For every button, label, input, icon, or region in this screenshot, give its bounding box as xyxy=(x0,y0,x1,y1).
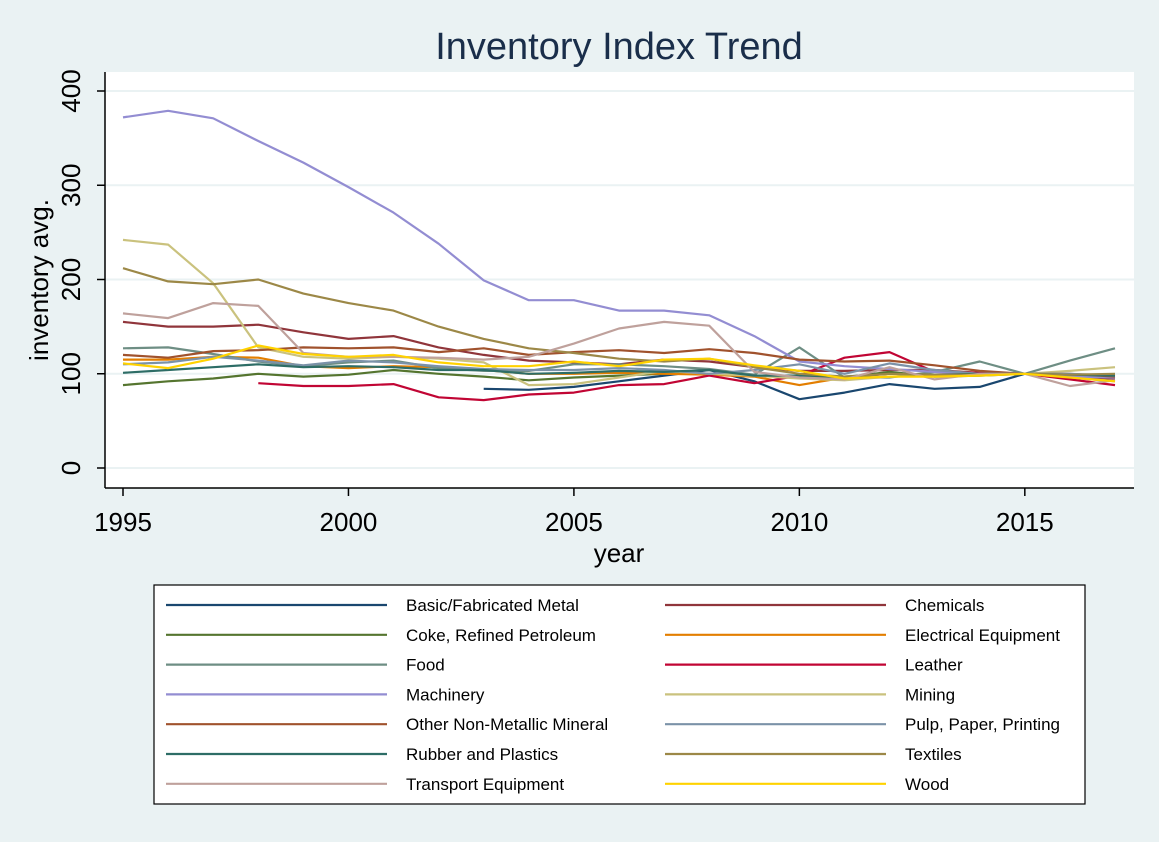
chart-title: Inventory Index Trend xyxy=(435,26,803,68)
legend-label-textiles: Textiles xyxy=(905,745,962,764)
legend-label-wood: Wood xyxy=(905,775,949,794)
legend: Basic/Fabricated Metal Chemicals Coke, Ref… xyxy=(166,596,1060,794)
series-line-transport-equipment xyxy=(122,302,1116,388)
x-tick-label: 1995 xyxy=(94,507,152,537)
legend-label-coke-refined-petroleum: Coke, Refined Petroleum xyxy=(406,626,596,645)
series-line-basic-fabricated-metal xyxy=(483,368,1116,401)
x-tick-label: 2010 xyxy=(770,507,828,537)
x-tick-label: 2000 xyxy=(320,507,378,537)
legend-label-leather: Leather xyxy=(905,656,963,675)
y-tick-label: 0 xyxy=(56,461,86,475)
x-tick-label: 2005 xyxy=(545,507,603,537)
legend-label-transport-equipment: Transport Equipment xyxy=(406,775,564,794)
y-axis-label: inventory avg. xyxy=(24,199,54,361)
x-axis-label: year xyxy=(594,538,645,568)
x-axis-ticks: 1995 2000 2005 2010 2015 xyxy=(94,488,1054,537)
legend-label-chemicals: Chemicals xyxy=(905,596,984,615)
series-lines xyxy=(122,109,1116,402)
y-tick-label: 100 xyxy=(56,352,86,395)
y-tick-label: 200 xyxy=(56,258,86,301)
y-tick-label: 300 xyxy=(56,164,86,207)
series-line-machinery xyxy=(122,109,1116,379)
y-axis-ticks: 0 100 200 300 400 xyxy=(56,69,105,475)
y-tick-label: 400 xyxy=(56,69,86,112)
legend-label-pulp-paper-printing: Pulp, Paper, Printing xyxy=(905,715,1060,734)
series-line-textiles xyxy=(122,267,1116,378)
legend-label-electrical-equipment: Electrical Equipment xyxy=(905,626,1060,645)
series-line-pulp-paper-printing xyxy=(122,355,1116,377)
series-line-wood xyxy=(122,344,1116,383)
legend-label-mining: Mining xyxy=(905,685,955,704)
x-tick-label: 2015 xyxy=(996,507,1054,537)
legend-label-other-non-metallic-mineral: Other Non-Metallic Mineral xyxy=(406,715,608,734)
legend-label-rubber-and-plastics: Rubber and Plastics xyxy=(406,745,558,764)
series-line-other-non-metallic-mineral xyxy=(122,346,1116,378)
legend-label-food: Food xyxy=(406,656,445,675)
legend-label-machinery: Machinery xyxy=(406,685,485,704)
legend-label-basic-fabricated-metal: Basic/Fabricated Metal xyxy=(406,596,579,615)
